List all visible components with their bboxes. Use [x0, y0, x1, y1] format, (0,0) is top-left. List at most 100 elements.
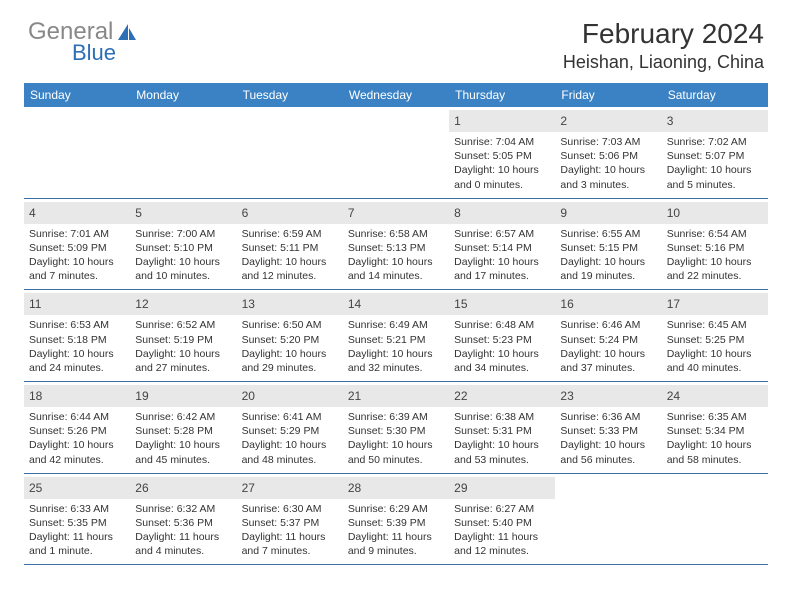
sun-info: Sunrise: 6:32 AMSunset: 5:36 PMDaylight:… [135, 502, 231, 559]
daynum-row: 3 [662, 110, 768, 132]
day-cell: 10 Sunrise: 6:54 AMSunset: 5:16 PMDayligh… [662, 199, 768, 290]
daynum-row: 10 [662, 202, 768, 224]
daynum-row: 16 [555, 293, 661, 315]
day-cell: 29 Sunrise: 6:27 AMSunset: 5:40 PMDayligh… [449, 474, 555, 565]
week-row: 25Sunrise: 6:33 AMSunset: 5:35 PMDayligh… [24, 474, 768, 566]
day-cell: 21 Sunrise: 6:39 AMSunset: 5:30 PMDayligh… [343, 382, 449, 473]
day-number: 16 [560, 297, 573, 311]
daynum-row: 26 [130, 477, 236, 499]
daynum-row: 5 [130, 202, 236, 224]
day-cell: 26 Sunrise: 6:32 AMSunset: 5:36 PMDayligh… [130, 474, 236, 565]
day-cell: 5Sunrise: 7:00 AMSunset: 5:10 PMDaylight… [130, 199, 236, 290]
empty-cell [237, 107, 343, 198]
week-row: 1 Sunrise: 7:04 AMSunset: 5:05 PMDaylight… [24, 107, 768, 199]
day-number: 15 [454, 297, 467, 311]
day-cell: 18Sunrise: 6:44 AMSunset: 5:26 PMDayligh… [24, 382, 130, 473]
day-cell: 23Sunrise: 6:36 AMSunset: 5:33 PMDayligh… [555, 382, 661, 473]
day-number: 1 [454, 114, 461, 128]
daynum-row: 12 [130, 293, 236, 315]
day-number: 3 [667, 114, 674, 128]
day-cell: 16Sunrise: 6:46 AMSunset: 5:24 PMDayligh… [555, 290, 661, 381]
daynum-row: 6 [237, 202, 343, 224]
sun-info: Sunrise: 6:53 AMSunset: 5:18 PMDaylight:… [29, 318, 125, 375]
day-number: 23 [560, 389, 573, 403]
day-cell: 24Sunrise: 6:35 AMSunset: 5:34 PMDayligh… [662, 382, 768, 473]
day-number: 20 [242, 389, 255, 403]
day-number: 17 [667, 297, 680, 311]
day-cell: 28Sunrise: 6:29 AMSunset: 5:39 PMDayligh… [343, 474, 449, 565]
day-cell: 19Sunrise: 6:42 AMSunset: 5:28 PMDayligh… [130, 382, 236, 473]
sun-info: Sunrise: 7:02 AMSunset: 5:07 PMDaylight:… [667, 135, 763, 192]
day-number: 7 [348, 206, 355, 220]
sun-info: Sunrise: 6:38 AMSunset: 5:31 PMDaylight:… [454, 410, 550, 467]
daynum-row: 9 [555, 202, 661, 224]
sun-info: Sunrise: 6:39 AMSunset: 5:30 PMDaylight:… [348, 410, 444, 467]
daynum-row: 17 [662, 293, 768, 315]
day-number: 18 [29, 389, 42, 403]
day-number: 10 [667, 206, 680, 220]
weekday-header: Thursday [449, 83, 555, 107]
title-block: February 2024 Heishan, Liaoning, China [563, 18, 764, 73]
week-row: 4Sunrise: 7:01 AMSunset: 5:09 PMDaylight… [24, 199, 768, 291]
empty-cell [555, 474, 661, 565]
daynum-row: 29 [449, 477, 555, 499]
weeks-container: 1 Sunrise: 7:04 AMSunset: 5:05 PMDaylight… [24, 107, 768, 565]
weekday-header: Wednesday [343, 83, 449, 107]
sun-info: Sunrise: 6:41 AMSunset: 5:29 PMDaylight:… [242, 410, 338, 467]
weekday-header-row: SundayMondayTuesdayWednesdayThursdayFrid… [24, 83, 768, 107]
day-number: 19 [135, 389, 148, 403]
day-cell: 9Sunrise: 6:55 AMSunset: 5:15 PMDaylight… [555, 199, 661, 290]
day-number: 8 [454, 206, 461, 220]
day-number: 2 [560, 114, 567, 128]
day-number: 25 [29, 481, 42, 495]
day-number: 13 [242, 297, 255, 311]
empty-cell [343, 107, 449, 198]
daynum-row: 1 [449, 110, 555, 132]
sun-info: Sunrise: 6:57 AMSunset: 5:14 PMDaylight:… [454, 227, 550, 284]
daynum-row: 11 [24, 293, 130, 315]
sun-info: Sunrise: 6:59 AMSunset: 5:11 PMDaylight:… [242, 227, 338, 284]
daynum-row: 22 [449, 385, 555, 407]
daynum-row: 21 [343, 385, 449, 407]
weekday-header: Tuesday [237, 83, 343, 107]
daynum-row: 20 [237, 385, 343, 407]
day-cell: 6 Sunrise: 6:59 AMSunset: 5:11 PMDaylight… [237, 199, 343, 290]
daynum-row: 18 [24, 385, 130, 407]
empty-cell [662, 474, 768, 565]
sun-info: Sunrise: 6:27 AMSunset: 5:40 PMDaylight:… [454, 502, 550, 559]
sun-info: Sunrise: 7:03 AMSunset: 5:06 PMDaylight:… [560, 135, 656, 192]
sun-info: Sunrise: 6:54 AMSunset: 5:16 PMDaylight:… [667, 227, 763, 284]
weekday-header: Monday [130, 83, 236, 107]
weekday-header: Sunday [24, 83, 130, 107]
weekday-header: Saturday [662, 83, 768, 107]
day-cell: 11 Sunrise: 6:53 AMSunset: 5:18 PMDayligh… [24, 290, 130, 381]
day-number: 27 [242, 481, 255, 495]
daynum-row: 19 [130, 385, 236, 407]
daynum-row: 8 [449, 202, 555, 224]
sun-info: Sunrise: 7:04 AMSunset: 5:05 PMDaylight:… [454, 135, 550, 192]
day-number: 9 [560, 206, 567, 220]
day-number: 22 [454, 389, 467, 403]
empty-cell [130, 107, 236, 198]
daynum-row: 25 [24, 477, 130, 499]
day-cell: 17Sunrise: 6:45 AMSunset: 5:25 PMDayligh… [662, 290, 768, 381]
week-row: 18Sunrise: 6:44 AMSunset: 5:26 PMDayligh… [24, 382, 768, 474]
day-cell: 1 Sunrise: 7:04 AMSunset: 5:05 PMDaylight… [449, 107, 555, 198]
sun-info: Sunrise: 6:48 AMSunset: 5:23 PMDaylight:… [454, 318, 550, 375]
daynum-row: 13 [237, 293, 343, 315]
day-cell: 14Sunrise: 6:49 AMSunset: 5:21 PMDayligh… [343, 290, 449, 381]
daynum-row: 2 [555, 110, 661, 132]
location-label: Heishan, Liaoning, China [563, 52, 764, 73]
page-header: General Blue February 2024 Heishan, Liao… [0, 0, 792, 77]
day-cell: 25Sunrise: 6:33 AMSunset: 5:35 PMDayligh… [24, 474, 130, 565]
daynum-row: 15 [449, 293, 555, 315]
daynum-row: 23 [555, 385, 661, 407]
day-cell: 4Sunrise: 7:01 AMSunset: 5:09 PMDaylight… [24, 199, 130, 290]
day-cell: 15 Sunrise: 6:48 AMSunset: 5:23 PMDayligh… [449, 290, 555, 381]
brand-part2: Blue [72, 40, 116, 66]
daynum-row: 14 [343, 293, 449, 315]
day-number: 14 [348, 297, 361, 311]
daynum-row: 4 [24, 202, 130, 224]
daynum-row: 27 [237, 477, 343, 499]
week-row: 11 Sunrise: 6:53 AMSunset: 5:18 PMDayligh… [24, 290, 768, 382]
